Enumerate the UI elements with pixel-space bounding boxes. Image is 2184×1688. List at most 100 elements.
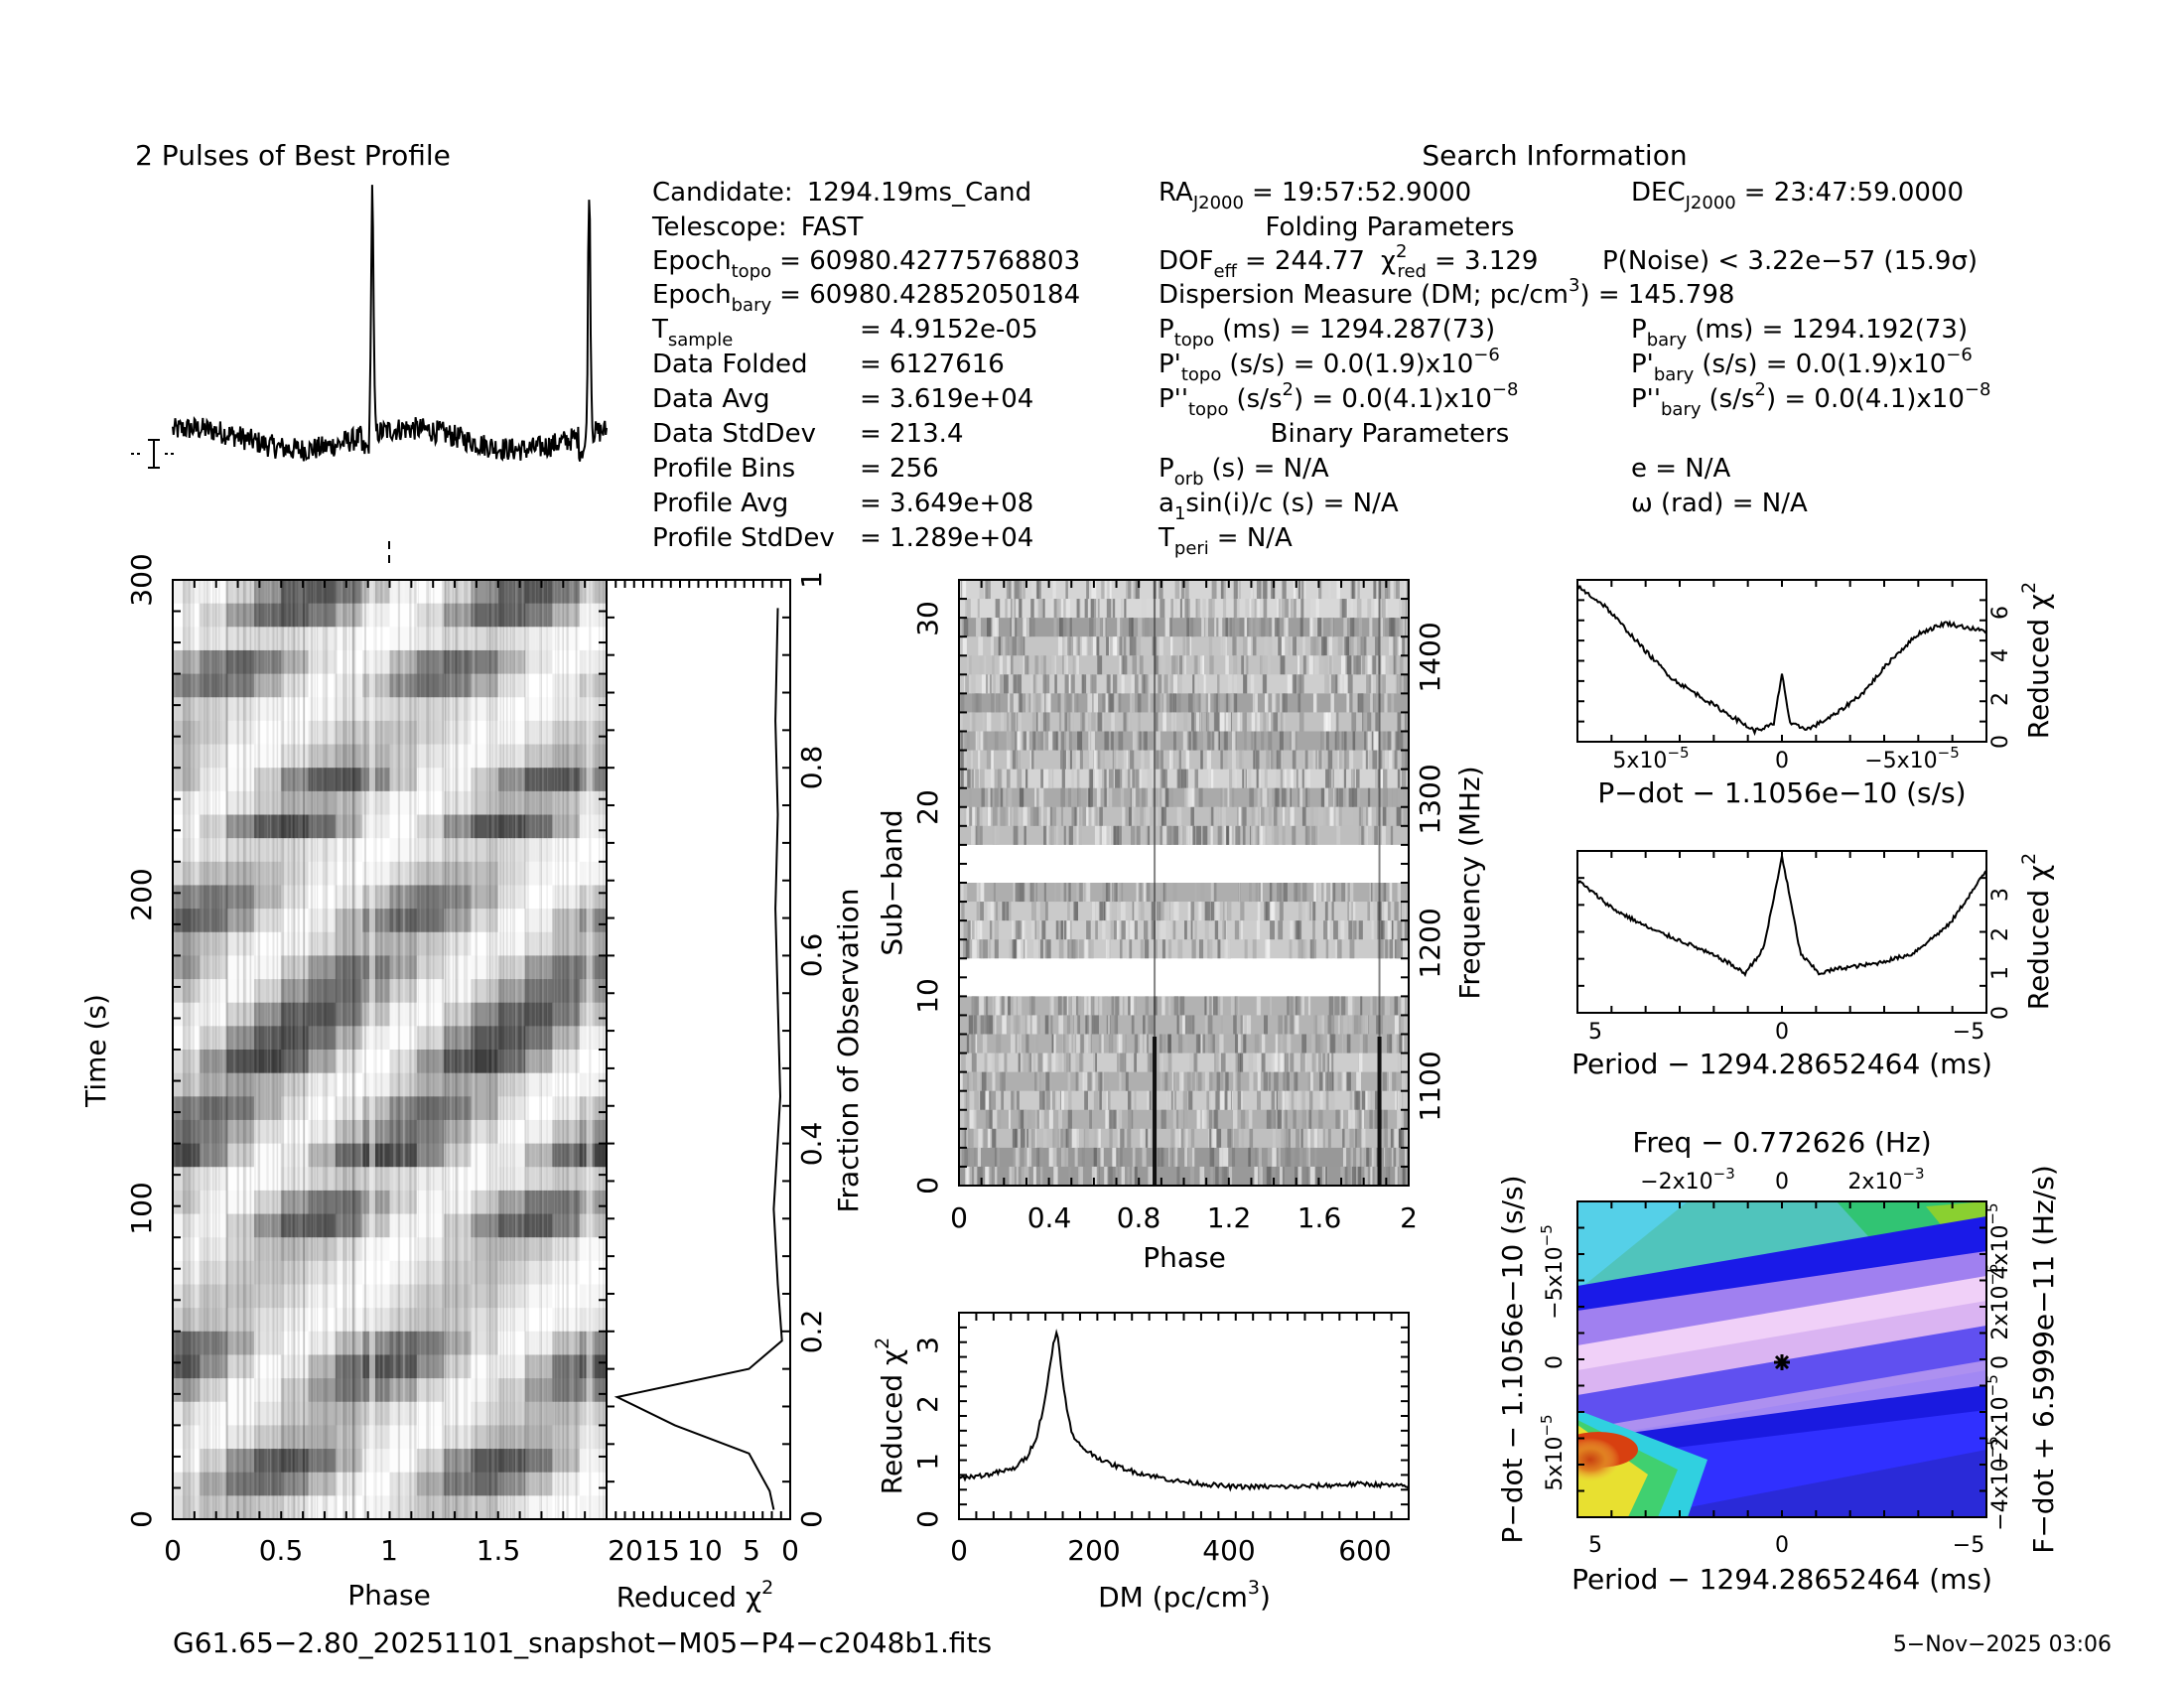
- pddbary-exp: −8: [1965, 379, 1991, 400]
- tc-xtick-4: 0: [781, 1534, 799, 1567]
- svg-text:Tsample: Tsample: [651, 315, 733, 351]
- dm-label-a: Dispersion Measure (DM; pc/cm: [1159, 280, 1569, 310]
- omega: ω (rad) = N/A: [1631, 489, 1808, 518]
- pd-ytick-2: 4: [1988, 648, 2013, 662]
- data-avg-label: Data Avg: [652, 384, 770, 414]
- tsample-label: T: [651, 315, 668, 345]
- pd-xtick-2-exp: −5: [1938, 744, 1960, 762]
- tp-ylabel: Time (s): [79, 994, 112, 1108]
- dm-xtick-1: 200: [1067, 1534, 1120, 1567]
- dm-ytick-1: 1: [911, 1453, 944, 1471]
- pddtopo-sub: topo: [1188, 399, 1229, 420]
- dm-xtick-2: 400: [1202, 1534, 1255, 1567]
- dec-value: = 23:47:59.0000: [1744, 178, 1964, 208]
- pp-ytick-2-exp: −5: [1538, 1224, 1556, 1246]
- pddtopo-unit: (s/s: [1237, 384, 1283, 414]
- pp-xlabel: Period − 1294.28652464 (ms): [1571, 1563, 1992, 1596]
- dm-ylabel: Reduced χ: [876, 1349, 908, 1494]
- sb-y2label: Frequency (MHz): [1453, 766, 1486, 999]
- svg-text:P'topo(s/s) = 0.0(1.9)x10−6: P'topo (s/s) = 0.0(1.9)x10−6: [1159, 345, 1500, 385]
- epoch-topo-value: = 60980.42775768803: [779, 246, 1080, 276]
- svg-text:Telescope:FAST: Telescope: FAST: [651, 212, 864, 242]
- dm-ytick-0: 0: [911, 1510, 944, 1528]
- pulse-profile-line: [172, 185, 608, 462]
- sb-ylabel: Sub−band: [876, 809, 908, 955]
- ptopo-sub: topo: [1174, 330, 1215, 351]
- pp-ytick-0-exp: −5: [1538, 1414, 1556, 1436]
- svg-text:Pbary(ms) = 1294.192(73): Pbary (ms) = 1294.192(73): [1631, 315, 1968, 351]
- pp-toptick-2-exp: −3: [1902, 1165, 1924, 1183]
- pd-xtick-2: −5x10: [1864, 749, 1937, 774]
- tperi-sub: peri: [1174, 538, 1209, 559]
- pp-ytick-0: 5x10: [1543, 1437, 1568, 1491]
- pr-xtick-0: 5: [1588, 1020, 1602, 1045]
- pdot-frame: [1576, 579, 1987, 743]
- time-phase-texture: [173, 580, 606, 1519]
- svg-text:DM (pc/cm3): DM (pc/cm3): [1098, 1577, 1271, 1614]
- pr-ytick-3: 3: [1988, 888, 2013, 902]
- tp-xtick-3: 1.5: [477, 1534, 521, 1567]
- dec-sub: J2000: [1685, 193, 1736, 213]
- porb-label: P: [1159, 454, 1174, 484]
- dec-label: DEC: [1631, 178, 1686, 208]
- epoch-bary-value: = 60980.42852050184: [779, 280, 1080, 310]
- pp-toptick-1: 0: [1775, 1170, 1789, 1195]
- tp-xtick-0: 0: [164, 1534, 182, 1567]
- noise-probability: P(Noise) < 3.22e−57 (15.9σ): [1602, 246, 1978, 276]
- svg-text:Reduced χ2: Reduced χ2: [2018, 853, 2055, 1011]
- tc-ytick-2: 0.4: [795, 1122, 828, 1167]
- tc-xtick-0: 20: [608, 1534, 643, 1567]
- pr-ylabel: Reduced χ: [2022, 865, 2055, 1010]
- pdot-chi2-line: [1576, 584, 1987, 737]
- pr-xlabel: Period − 1294.28652464 (ms): [1571, 1048, 1992, 1080]
- tc-xlabel-sup: 2: [761, 1577, 773, 1599]
- tc-xtick-2: 10: [687, 1534, 723, 1567]
- pdbary-sub: bary: [1654, 364, 1695, 385]
- pp-xtick-2: −5: [1953, 1533, 1984, 1558]
- svg-text:P'bary(s/s) = 0.0(1.9)x10−6: P'bary (s/s) = 0.0(1.9)x10−6: [1631, 345, 1973, 385]
- time-chi2-line: [614, 608, 783, 1510]
- dm-xlabel: DM (pc/cm: [1098, 1581, 1248, 1614]
- eccentricity: e = N/A: [1631, 454, 1731, 484]
- pbary-label: P: [1631, 315, 1647, 345]
- svg-text:a1sin(i)/c (s) = N/A: a1sin(i)/c (s) = N/A: [1159, 489, 1399, 524]
- subband-texture: [959, 580, 1409, 1186]
- dm-label-sup: 3: [1569, 275, 1579, 296]
- dm-value: ) = 145.798: [1579, 280, 1734, 310]
- ptopo-label: P: [1159, 315, 1174, 345]
- sb-xlabel: Phase: [1143, 1241, 1226, 1274]
- epoch-topo-label: Epoch: [652, 246, 732, 276]
- sb-ytick-3: 30: [911, 601, 944, 636]
- epoch-topo-sub: topo: [732, 261, 772, 282]
- pdbary-value: (s/s) = 0.0(1.9)x10: [1702, 350, 1946, 379]
- pp-y2tick-0: −4x10: [1988, 1458, 2013, 1530]
- folding-title: Folding Parameters: [1266, 212, 1515, 242]
- data-std-value: = 213.4: [860, 419, 963, 449]
- svg-text:Epochbary= 60980.42852050184: Epochbary = 60980.42852050184: [652, 280, 1080, 316]
- pp-y2tick-4-exp: −5: [1983, 1202, 2001, 1224]
- pr-xtick-1: 0: [1775, 1020, 1789, 1045]
- pp-y2tick-1: −2x10: [1988, 1396, 2013, 1469]
- pd-ytick-0: 0: [1988, 735, 2013, 749]
- chi-sub: red: [1397, 261, 1427, 282]
- svg-text:4x10−5: 4x10−5: [1983, 1202, 2013, 1279]
- svg-text:P''bary(s/s2) = 0.0(4.1)x10−8: P''bary (s/s2) = 0.0(4.1)x10−8: [1631, 379, 1990, 420]
- dm-frame: [958, 1312, 1410, 1520]
- profile-avg-label: Profile Avg: [652, 489, 788, 518]
- pdbary-exp: −6: [1946, 345, 1973, 365]
- pp-toptick-0: −2x10: [1640, 1170, 1712, 1195]
- dof-sub: eff: [1213, 261, 1237, 282]
- pd-xlabel: P−dot − 1.1056e−10 (s/s): [1597, 776, 1966, 809]
- tsample-value: = 4.9152e-05: [860, 315, 1038, 345]
- ptopo-value: (ms) = 1294.287(73): [1222, 315, 1495, 345]
- a1-value: sin(i)/c (s) = N/A: [1185, 489, 1398, 518]
- sb-xtick-4: 1.6: [1297, 1201, 1342, 1234]
- telescope-label: Telescope:: [651, 212, 787, 242]
- profile-bins-value: = 256: [860, 454, 939, 484]
- sb-xtick-1: 0.4: [1027, 1201, 1072, 1234]
- svg-text:2x10−5: 2x10−5: [1983, 1263, 2013, 1339]
- pr-ytick-2: 2: [1988, 927, 2013, 941]
- pulse-profile-plot: [131, 185, 608, 568]
- pdtopo-value: (s/s) = 0.0(1.9)x10: [1229, 350, 1473, 379]
- subband-phase-plot: 0 0.4 0.8 1.2 1.6 2 Phase 0 10 20 30 Sub…: [876, 579, 1486, 1274]
